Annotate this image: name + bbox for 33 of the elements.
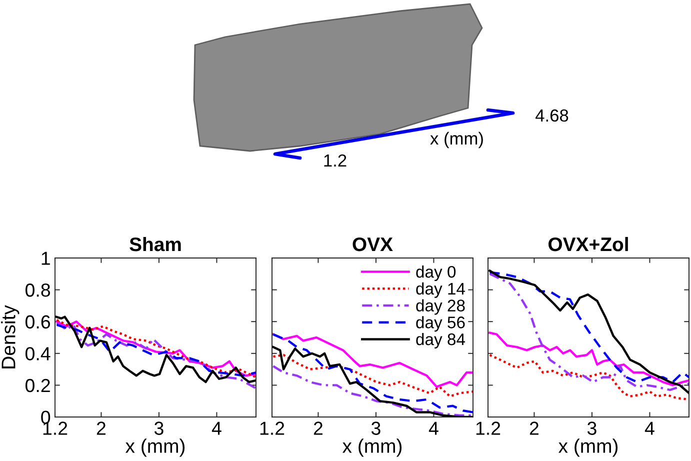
- x-tick-label: 2: [96, 422, 106, 435]
- y-tick-label: 0.4: [26, 347, 50, 360]
- chart-title: OVX+Zol: [548, 236, 628, 252]
- x-tick-label: 1.2: [43, 422, 68, 435]
- x-tick-label: 3: [371, 422, 380, 435]
- legend-label: day 14: [416, 282, 466, 298]
- text: 1.2: [324, 154, 346, 166]
- x-tick-label: 2: [314, 422, 322, 435]
- legend-label: day 0: [416, 266, 456, 282]
- text: 4.68: [536, 109, 568, 122]
- y-axis-title: Density: [1, 305, 20, 368]
- chart-title: OVX: [352, 237, 393, 252]
- y-tick-label: 0.6: [26, 315, 50, 329]
- x-tick-label: 4: [212, 422, 222, 435]
- x-tick-label: 4: [428, 422, 438, 435]
- x-tick-label: 3: [587, 422, 596, 435]
- line-series: [56, 322, 256, 390]
- legend-label: day 56: [416, 316, 465, 332]
- legend-label: day 84: [416, 332, 466, 349]
- x-tick-label: 4: [644, 422, 654, 435]
- y-tick-label: 0.2: [26, 378, 50, 392]
- x-tick-label: 1.2: [260, 422, 284, 435]
- x-tick-label: 1.2: [476, 422, 500, 435]
- x-tick-label: 2: [530, 422, 538, 435]
- text: x (mm): [430, 132, 483, 148]
- legend-label: day 28: [416, 299, 465, 315]
- chart-title: Sham: [130, 236, 181, 252]
- y-tick-label: 0.8: [26, 284, 50, 297]
- x-axis-title: x (mm): [125, 438, 185, 457]
- x-axis-title: x (mm): [342, 438, 402, 457]
- x-axis-title: x (mm): [558, 438, 618, 457]
- x-tick-label: 3: [154, 422, 164, 435]
- y-tick-label: 1: [42, 252, 50, 265]
